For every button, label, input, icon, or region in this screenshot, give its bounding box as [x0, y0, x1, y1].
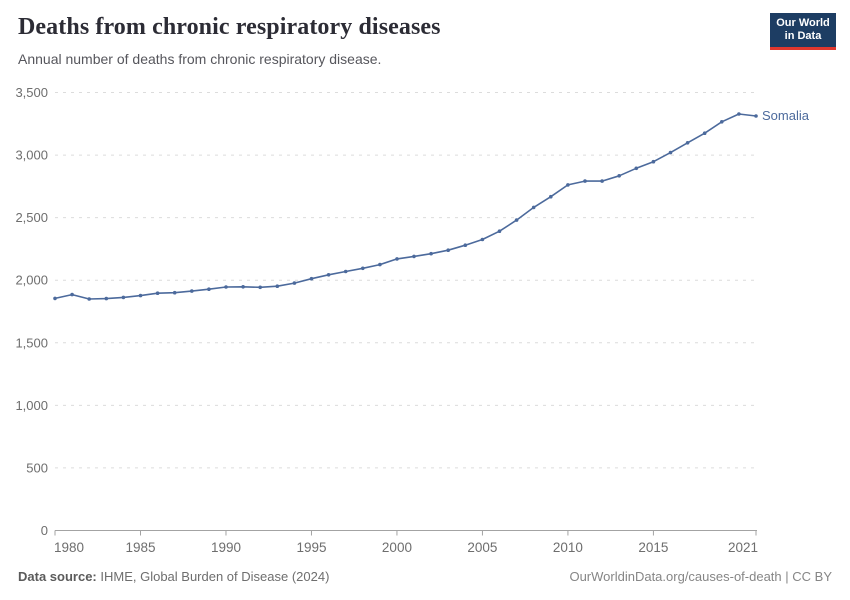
data-point[interactable]: [668, 150, 673, 155]
data-point[interactable]: [463, 243, 468, 247]
data-point[interactable]: [241, 285, 245, 289]
attribution-note: OurWorldinData.org/causes-of-death | CC …: [569, 569, 832, 584]
data-point[interactable]: [104, 296, 109, 301]
data-point[interactable]: [395, 257, 399, 261]
y-axis-tick-label: 3,000: [15, 148, 48, 163]
data-point[interactable]: [737, 112, 741, 116]
chart-subtitle: Annual number of deaths from chronic res…: [18, 51, 382, 67]
x-axis-tick-label: 2000: [382, 540, 412, 555]
chart-footer: Data source: IHME, Global Burden of Dise…: [18, 569, 832, 584]
data-point[interactable]: [497, 229, 502, 233]
data-point[interactable]: [566, 183, 570, 187]
y-axis-tick-label: 0: [41, 523, 48, 538]
data-source-text: IHME, Global Burden of Disease (2024): [96, 569, 330, 584]
y-axis-tick-label: 500: [26, 460, 48, 475]
data-point[interactable]: [685, 141, 690, 145]
data-point[interactable]: [258, 285, 263, 290]
x-axis-tick-label: 1985: [125, 540, 155, 555]
data-point[interactable]: [87, 297, 91, 301]
x-axis-tick-label: 1990: [211, 540, 241, 555]
data-point[interactable]: [600, 179, 604, 183]
data-point[interactable]: [429, 251, 433, 256]
data-point[interactable]: [326, 273, 331, 277]
data-point[interactable]: [378, 262, 382, 267]
owid-logo-line1: Our World: [776, 17, 830, 29]
data-point[interactable]: [275, 284, 280, 289]
y-axis-tick-label: 1,000: [15, 398, 48, 413]
owid-logo[interactable]: Our World in Data: [770, 13, 836, 50]
x-axis-tick-label: 1980: [54, 540, 84, 555]
y-axis-tick-label: 1,500: [15, 335, 48, 350]
data-point[interactable]: [412, 254, 416, 259]
data-point[interactable]: [121, 295, 126, 300]
data-point[interactable]: [172, 290, 177, 295]
data-source-note: Data source: IHME, Global Burden of Dise…: [18, 569, 329, 584]
data-point[interactable]: [224, 285, 228, 289]
data-point[interactable]: [292, 281, 297, 285]
data-point[interactable]: [480, 237, 485, 242]
data-point[interactable]: [155, 291, 160, 296]
owid-logo-line2: in Data: [784, 30, 822, 42]
data-point[interactable]: [207, 287, 211, 292]
data-line-somalia[interactable]: [54, 113, 757, 300]
x-axis-tick-label: 2005: [467, 540, 497, 555]
data-point[interactable]: [651, 159, 656, 164]
data-point[interactable]: [343, 269, 348, 274]
data-point[interactable]: [617, 174, 621, 178]
data-point[interactable]: [720, 120, 724, 124]
owid-url-link[interactable]: OurWorldinData.org/causes-of-death: [569, 569, 782, 584]
data-point[interactable]: [549, 194, 553, 199]
data-point[interactable]: [754, 114, 758, 118]
data-point[interactable]: [583, 179, 587, 183]
license-text: | CC BY: [781, 569, 832, 584]
y-axis-tick-label: 3,500: [15, 85, 48, 100]
data-point[interactable]: [446, 248, 451, 252]
data-point[interactable]: [361, 266, 365, 271]
data-point[interactable]: [514, 218, 519, 222]
data-point[interactable]: [53, 296, 57, 301]
x-axis-tick-label: 1995: [296, 540, 326, 555]
data-point[interactable]: [309, 276, 314, 281]
y-axis-tick-label: 2,000: [15, 273, 48, 288]
data-point[interactable]: [702, 131, 707, 135]
x-axis-tick-label: 2015: [638, 540, 668, 555]
page-title: Deaths from chronic respiratory diseases: [18, 14, 441, 40]
series-label-somalia[interactable]: Somalia: [762, 108, 809, 124]
data-point[interactable]: [190, 289, 194, 293]
data-point[interactable]: [634, 166, 639, 171]
data-point[interactable]: [531, 205, 536, 210]
data-point[interactable]: [138, 293, 143, 298]
data-point[interactable]: [70, 292, 74, 297]
y-axis-tick-label: 2,500: [15, 210, 48, 225]
x-axis-tick-label: 2010: [553, 540, 583, 555]
x-axis-tick-label: 2021: [728, 540, 758, 555]
data-source-label: Data source:: [18, 569, 97, 584]
